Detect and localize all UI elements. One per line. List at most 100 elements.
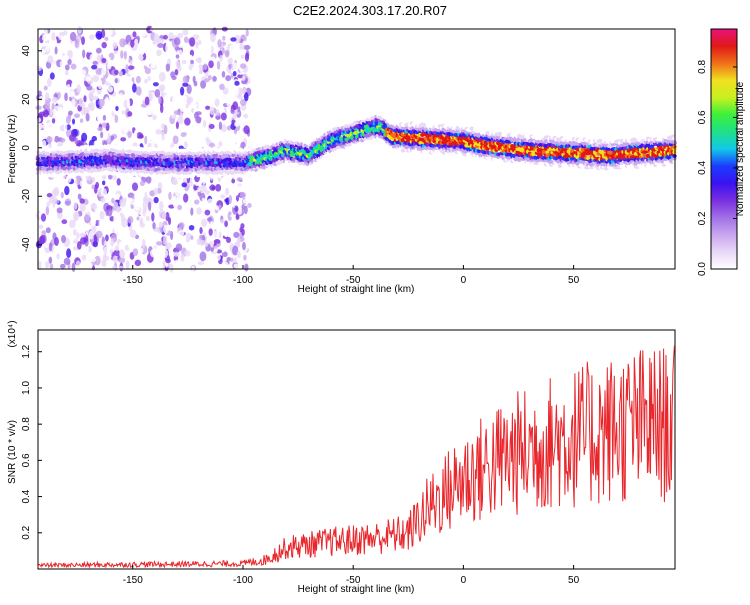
noise-blob xyxy=(240,63,247,69)
noise-blob xyxy=(168,191,172,200)
noise-blob xyxy=(165,242,172,250)
noise-blob xyxy=(228,194,233,204)
noise-blob xyxy=(59,60,64,68)
noise-blob xyxy=(120,137,127,142)
noise-blob xyxy=(177,204,182,211)
x-tick-label: 50 xyxy=(568,275,580,286)
noise-blob xyxy=(227,211,233,221)
colorbar-tick-label: 0.2 xyxy=(697,211,708,225)
noise-blob xyxy=(243,113,249,119)
noise-blob xyxy=(71,98,76,108)
noise-blob xyxy=(142,207,146,217)
noise-blob xyxy=(49,72,55,80)
noise-blob xyxy=(226,125,232,131)
noise-blob xyxy=(100,197,106,203)
noise-blob xyxy=(84,214,90,224)
noise-blob xyxy=(218,204,222,211)
noise-blob xyxy=(135,75,141,84)
noise-blob xyxy=(159,194,164,199)
noise-blob xyxy=(178,230,185,236)
noise-blob xyxy=(127,239,133,250)
colorbar-tick-label: 0.0 xyxy=(697,262,708,276)
noise-blob xyxy=(44,243,51,248)
noise-blob xyxy=(157,38,164,44)
noise-blob xyxy=(90,203,97,210)
noise-blob xyxy=(155,129,162,135)
noise-blob xyxy=(224,187,230,196)
noise-blob xyxy=(235,195,239,202)
noise-blob xyxy=(64,185,70,196)
noise-blob xyxy=(80,236,87,245)
noise-blob xyxy=(51,102,55,110)
y-tick-label: 0 xyxy=(21,145,32,151)
noise-blob xyxy=(127,131,132,139)
noise-blob xyxy=(54,135,60,143)
noise-blob xyxy=(66,248,72,259)
y-tick-label: 1.0 xyxy=(21,381,32,395)
noise-blob xyxy=(61,219,68,225)
noise-blob xyxy=(213,230,220,238)
noise-blob xyxy=(130,39,135,48)
noise-blob xyxy=(63,100,68,110)
noise-blob xyxy=(49,263,54,269)
noise-blob xyxy=(204,241,209,247)
noise-blob xyxy=(118,113,125,119)
noise-blob xyxy=(234,34,241,44)
noise-blob xyxy=(38,95,45,105)
noise-blob xyxy=(97,115,103,123)
noise-blob xyxy=(101,57,107,64)
noise-blob xyxy=(127,65,135,70)
noise-blob xyxy=(153,187,159,196)
colorbar-gradient xyxy=(710,28,738,270)
noise-blob xyxy=(165,43,171,54)
noise-blob xyxy=(145,215,150,221)
noise-blob xyxy=(211,262,216,271)
noise-blob xyxy=(76,84,81,94)
noise-blob xyxy=(147,76,151,81)
spectrogram-ridge-layer xyxy=(35,111,677,179)
noise-blob xyxy=(241,74,246,82)
noise-blob xyxy=(111,197,115,204)
noise-blob xyxy=(150,45,154,52)
noise-blob xyxy=(121,110,125,115)
noise-blob xyxy=(112,201,118,209)
noise-blob xyxy=(239,191,246,199)
noise-blob xyxy=(224,220,228,228)
noise-blob xyxy=(87,262,93,270)
noise-blob xyxy=(216,60,221,70)
noise-blob xyxy=(105,234,109,242)
noise-blob xyxy=(140,30,147,37)
noise-blob xyxy=(137,45,141,51)
noise-blob xyxy=(160,104,164,114)
noise-blob xyxy=(56,207,63,214)
noise-blob xyxy=(48,242,53,252)
noise-blob xyxy=(219,54,223,62)
noise-blob xyxy=(64,198,72,207)
noise-blob xyxy=(232,70,237,77)
colorbar-tick-label: 0.8 xyxy=(697,60,708,74)
noise-blob xyxy=(75,260,81,267)
noise-blob xyxy=(199,226,203,234)
noise-blob xyxy=(192,75,196,84)
noise-blob xyxy=(161,131,165,141)
noise-blob xyxy=(206,254,213,265)
colorbar: 0.00.20.40.60.8 Normalized spectral ampl… xyxy=(697,28,746,276)
noise-blob xyxy=(213,108,217,114)
noise-blob xyxy=(118,92,124,103)
noise-blob xyxy=(164,93,171,102)
snr-panel: -150 -100 -50 0 50 0.20.40.60.81.01.2 Height… xyxy=(7,320,676,595)
noise-blob xyxy=(45,206,50,216)
noise-blob xyxy=(179,86,185,96)
noise-blob xyxy=(42,123,50,130)
noise-blob xyxy=(218,121,223,130)
noise-blob xyxy=(44,101,51,109)
noise-blob xyxy=(155,241,163,246)
noise-blob xyxy=(221,71,226,78)
y-tick-label: 0.8 xyxy=(21,417,32,431)
noise-blob xyxy=(35,105,42,110)
noise-blob xyxy=(210,247,215,252)
noise-blob xyxy=(196,123,203,129)
noise-blob xyxy=(125,260,130,270)
noise-blob xyxy=(185,232,192,240)
noise-blob xyxy=(92,60,98,65)
